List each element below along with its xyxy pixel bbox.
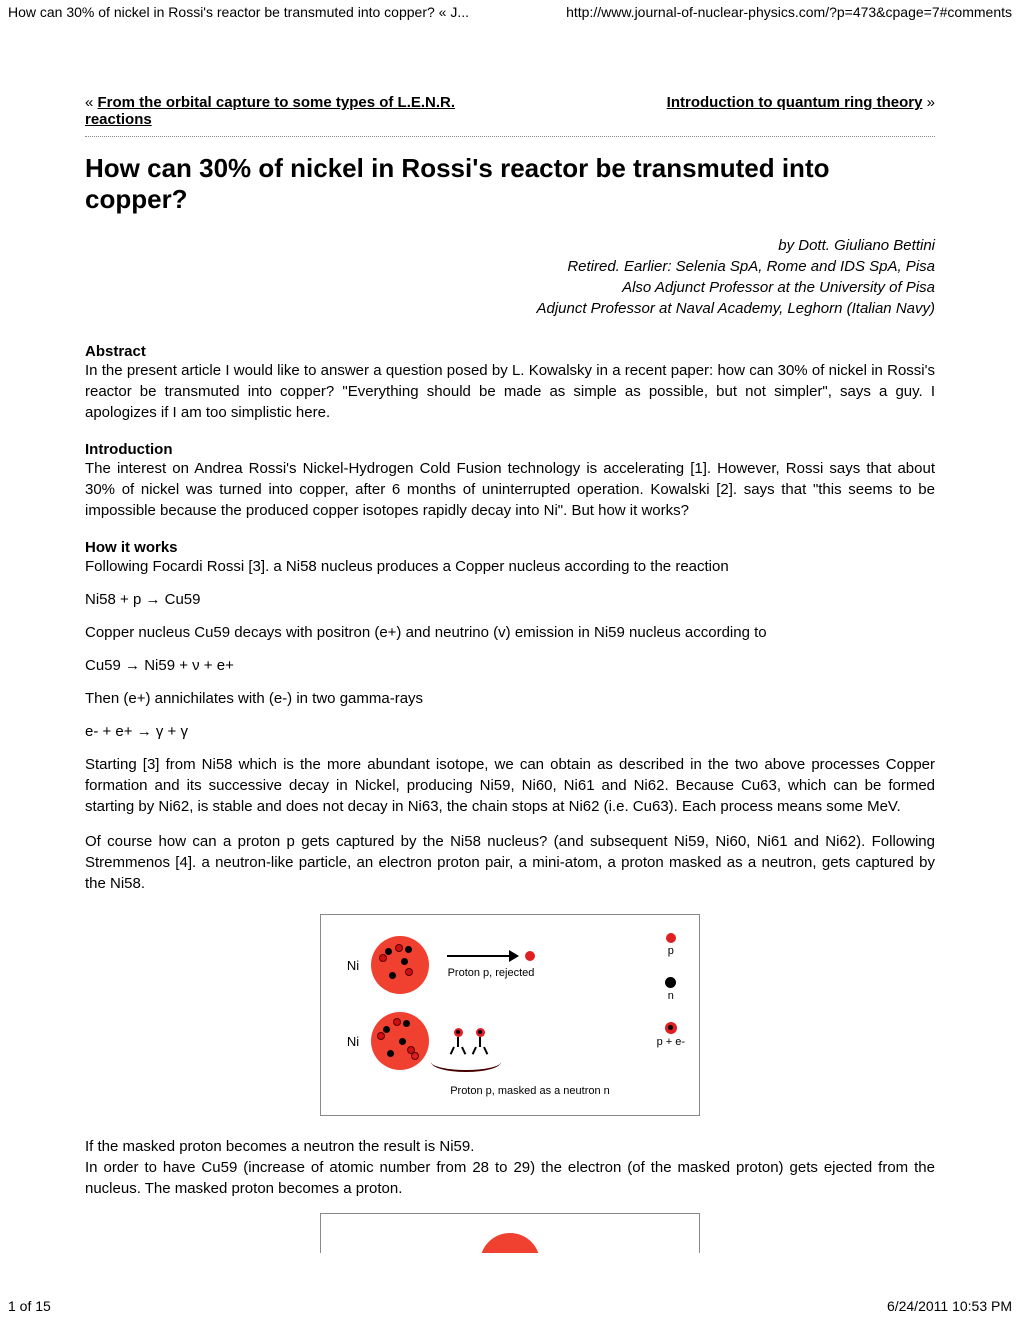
arrow-rejected: [447, 955, 517, 957]
masked-label: Proton p, masked as a neutron n: [381, 1085, 679, 1097]
next-post: Introduction to quantum ring theory »: [667, 94, 935, 128]
abstract-heading: Abstract: [85, 343, 935, 360]
browser-url: http://www.journal-of-nuclear-physics.co…: [566, 4, 1012, 20]
howitworks-text1: Following Focardi Rossi [3]. a Ni58 nucl…: [85, 556, 935, 577]
byline: by Dott. Giuliano Bettini Retired. Earli…: [85, 235, 935, 319]
equation-1: Ni58 + p → Cu59: [85, 591, 935, 608]
rejected-label: Proton p, rejected: [448, 967, 535, 979]
post-navigation: « From the orbital capture to some types…: [85, 44, 935, 137]
prev-post-link[interactable]: From the orbital capture to some types o…: [85, 94, 455, 128]
prev-post: « From the orbital capture to some types…: [85, 94, 485, 128]
howitworks-text3: Then (e+) annichilates with (e-) in two …: [85, 688, 935, 709]
nucleus-1: [371, 936, 429, 994]
byline-author: by Dott. Giuliano Bettini: [85, 235, 935, 256]
next-post-link[interactable]: Introduction to quantum ring theory: [667, 94, 923, 111]
prev-prefix: «: [85, 94, 98, 111]
introduction-heading: Introduction: [85, 441, 935, 458]
howitworks-text2: Copper nucleus Cu59 decays with positron…: [85, 622, 935, 643]
browser-header: How can 30% of nickel in Rossi's reactor…: [0, 0, 1020, 24]
article-content: « From the orbital capture to some types…: [0, 24, 1020, 1293]
nucleus-diagram: p n p + e- Ni: [320, 914, 700, 1116]
partial-diagram: [320, 1213, 700, 1253]
rejected-proton-icon: [525, 951, 535, 961]
abstract-text: In the present article I would like to a…: [85, 360, 935, 423]
byline-affil1: Retired. Earlier: Selenia SpA, Rome and …: [85, 256, 935, 277]
nucleus-2: [371, 1012, 429, 1070]
howitworks-heading: How it works: [85, 539, 935, 556]
diagram-row-rejected: Ni Proton p, rejected: [341, 933, 679, 997]
ni-label-2: Ni: [341, 1034, 365, 1049]
equation-2: Cu59 → Ni59 + ν + e+: [85, 657, 935, 674]
byline-affil2: Also Adjunct Professor at the University…: [85, 277, 935, 298]
mini-atom-1: [453, 1028, 463, 1055]
next-suffix: »: [922, 94, 935, 111]
introduction-text: The interest on Andrea Rossi's Nickel-Hy…: [85, 458, 935, 521]
browser-tab-title: How can 30% of nickel in Rossi's reactor…: [8, 4, 469, 20]
after-diagram-text1: If the masked proton becomes a neutron t…: [85, 1136, 935, 1157]
page-footer: 1 of 15 6/24/2011 10:53 PM: [0, 1298, 1020, 1314]
ni-label-1: Ni: [341, 958, 365, 973]
equation-3: e- + e+ → γ + γ: [85, 723, 935, 740]
after-diagram-text2: In order to have Cu59 (increase of atomi…: [85, 1157, 935, 1199]
capture-arrow: [431, 1052, 501, 1072]
print-datetime: 6/24/2011 10:53 PM: [887, 1298, 1012, 1314]
partial-nucleus: [480, 1233, 540, 1253]
page-number: 1 of 15: [8, 1298, 51, 1314]
howitworks-text4: Starting [3] from Ni58 which is the more…: [85, 754, 935, 817]
byline-affil3: Adjunct Professor at Naval Academy, Legh…: [85, 298, 935, 319]
mini-atom-2: [475, 1028, 485, 1055]
diagram-row-masked: Ni: [341, 1009, 679, 1073]
article-title: How can 30% of nickel in Rossi's reactor…: [85, 153, 935, 215]
howitworks-text5: Of course how can a proton p gets captur…: [85, 831, 935, 894]
